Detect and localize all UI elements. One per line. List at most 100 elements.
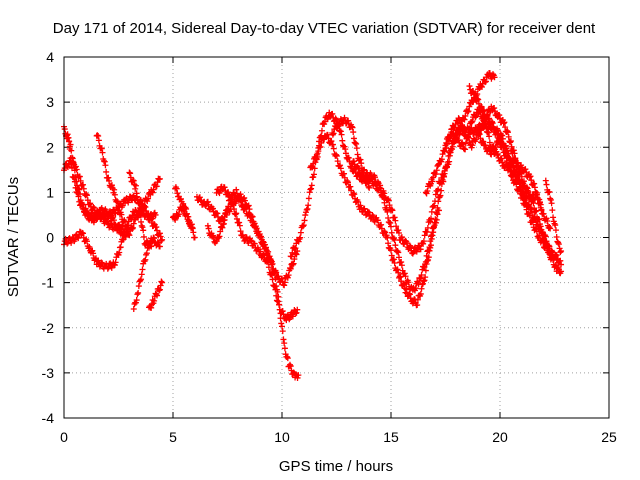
data-point	[329, 110, 336, 117]
data-point	[451, 124, 458, 131]
data-point	[159, 279, 166, 286]
data-point	[424, 188, 431, 195]
data-point	[300, 222, 307, 229]
data-point	[441, 170, 448, 177]
data-point	[464, 108, 471, 115]
x-tick-label: 20	[492, 429, 508, 445]
data-point	[437, 179, 444, 186]
data-point	[110, 214, 117, 221]
data-point	[473, 136, 480, 143]
data-point	[149, 189, 156, 196]
data-point	[118, 211, 125, 218]
data-point	[358, 160, 365, 167]
data-point	[138, 218, 145, 225]
data-point	[446, 158, 453, 165]
data-point	[242, 205, 249, 212]
y-tick-label: 0	[46, 230, 54, 246]
x-tick-label: 25	[601, 429, 617, 445]
data-point	[435, 186, 442, 193]
data-point	[264, 258, 271, 265]
data-point	[280, 336, 287, 343]
data-point	[305, 195, 312, 202]
data-point	[303, 206, 310, 213]
data-point	[95, 257, 102, 264]
data-point	[548, 200, 555, 207]
data-point	[145, 211, 152, 218]
data-point	[157, 233, 164, 240]
data-point	[531, 213, 538, 220]
data-point	[521, 183, 528, 190]
data-point	[261, 241, 268, 248]
data-point	[252, 223, 259, 230]
data-point	[402, 273, 409, 280]
data-point	[486, 115, 493, 122]
data-point	[380, 194, 387, 201]
data-point	[536, 198, 543, 205]
data-point	[279, 323, 285, 330]
data-point	[251, 220, 258, 227]
data-point	[545, 242, 552, 249]
x-tick-label: 15	[383, 429, 399, 445]
data-point	[65, 134, 72, 141]
y-tick-label: -2	[42, 320, 55, 336]
data-point	[305, 202, 312, 209]
data-point	[84, 197, 91, 204]
data-point	[342, 150, 349, 157]
data-point	[420, 240, 427, 247]
x-tick-labels: 0 5 10 15 20 25	[60, 429, 617, 445]
data-point	[486, 133, 493, 140]
data-point	[388, 247, 394, 254]
data-point	[337, 165, 344, 172]
data-point	[76, 186, 83, 193]
data-point	[255, 228, 262, 235]
data-point	[542, 233, 549, 240]
data-point	[398, 258, 405, 265]
data-point	[392, 217, 399, 224]
data-point	[534, 189, 541, 196]
data-point	[436, 180, 443, 187]
data-point	[377, 182, 384, 189]
data-point	[64, 240, 71, 247]
data-point	[547, 196, 554, 203]
data-point	[429, 232, 436, 239]
data-point	[550, 214, 557, 221]
data-point	[369, 211, 376, 218]
data-point	[304, 205, 311, 212]
data-point	[508, 147, 515, 154]
data-point	[289, 249, 296, 256]
data-point	[558, 248, 565, 255]
data-point	[124, 225, 131, 232]
data-point	[275, 298, 282, 305]
data-point	[385, 240, 392, 247]
data-point	[278, 320, 285, 327]
data-point	[502, 124, 509, 131]
data-point	[546, 243, 553, 250]
data-point	[156, 286, 163, 293]
data-point	[80, 185, 87, 192]
data-point	[354, 151, 361, 158]
data-point	[353, 140, 360, 147]
data-point	[424, 224, 431, 231]
data-point	[281, 279, 288, 286]
data-point	[538, 207, 545, 214]
data-point	[378, 221, 385, 228]
data-point	[232, 211, 239, 218]
data-point	[540, 210, 547, 217]
data-point	[301, 217, 308, 224]
data-point	[543, 238, 550, 245]
data-point	[287, 363, 294, 370]
data-point	[123, 226, 130, 233]
plot-frame	[63, 56, 610, 419]
data-point	[499, 159, 506, 166]
data-point	[527, 173, 534, 180]
data-point	[314, 150, 321, 157]
data-point	[204, 198, 211, 205]
data-point	[104, 265, 111, 272]
data-point	[361, 205, 368, 212]
data-point	[153, 291, 160, 298]
data-point	[138, 271, 145, 278]
data-point	[216, 233, 223, 240]
x-tick-label: 10	[274, 429, 290, 445]
data-point	[233, 210, 240, 217]
data-point	[359, 170, 366, 177]
